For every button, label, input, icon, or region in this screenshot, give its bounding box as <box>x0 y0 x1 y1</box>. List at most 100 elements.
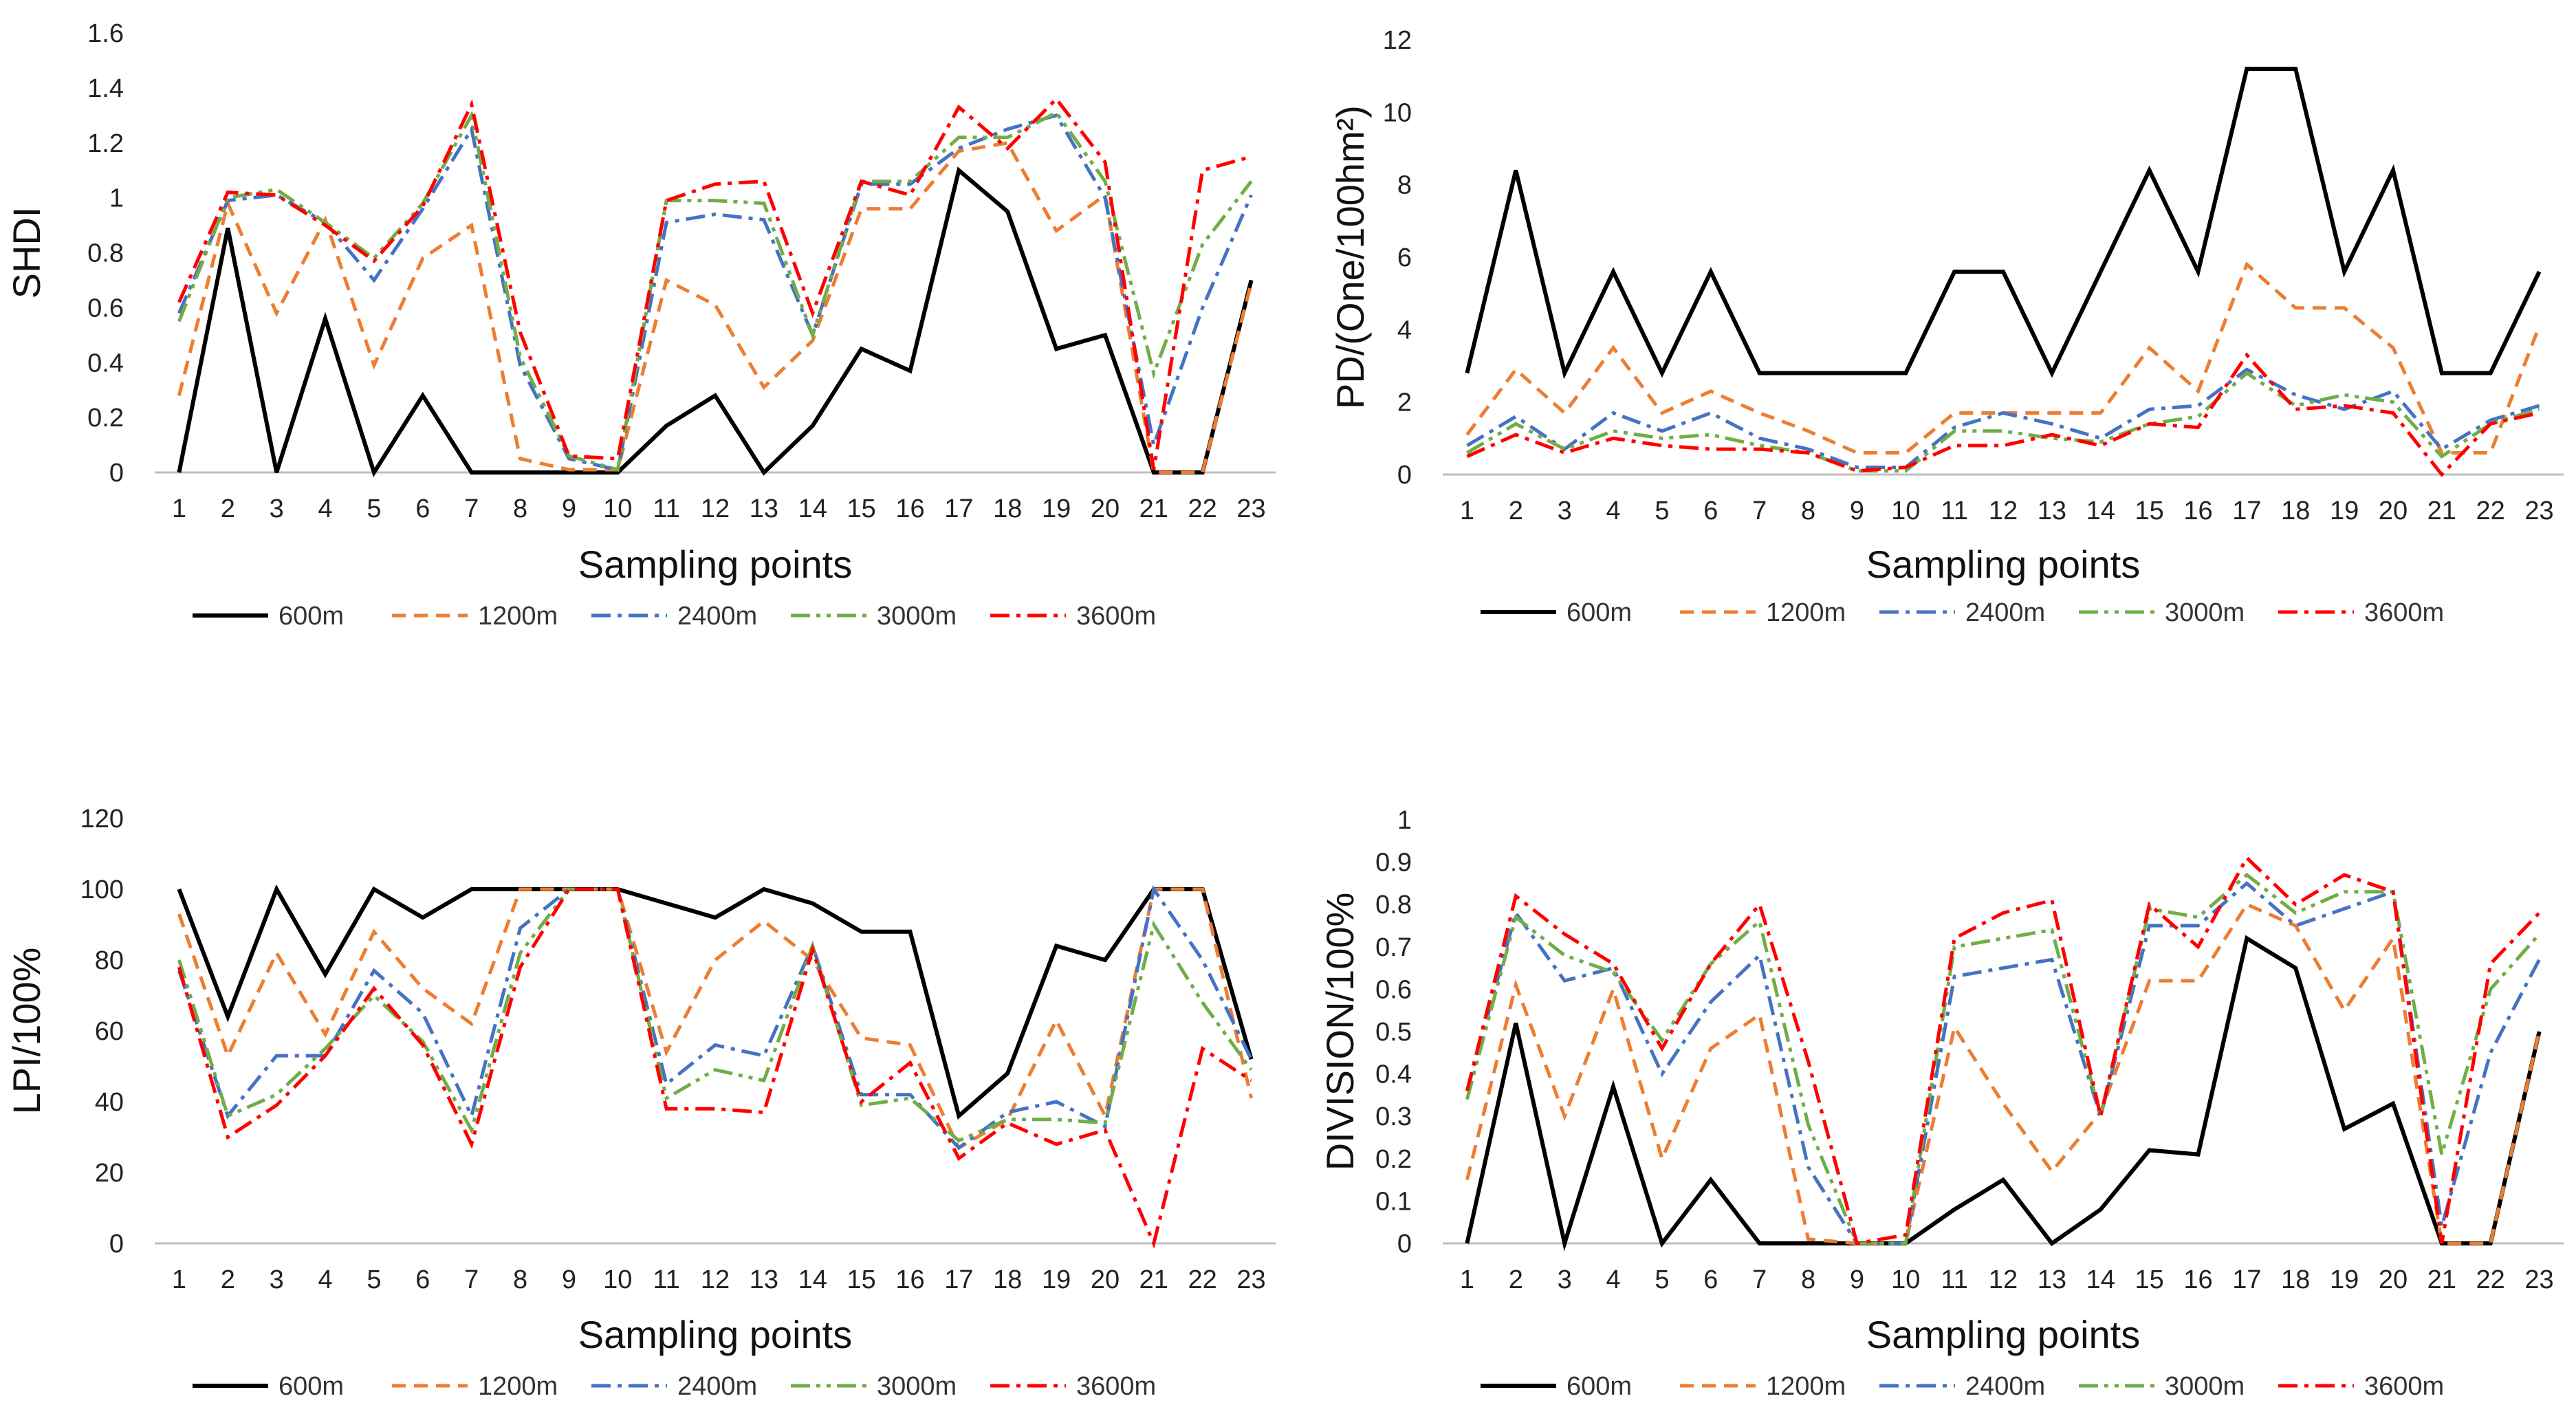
y-axis-title: PD/(One/100hm²) <box>1329 105 1372 409</box>
y-tick-label: 0 <box>109 459 124 488</box>
x-tick-label: 4 <box>318 494 332 523</box>
y-axis-title: DIVISION/100% <box>1318 893 1362 1171</box>
x-tick-label: 1 <box>172 494 186 523</box>
y-tick-label: 0.5 <box>1375 1018 1412 1047</box>
legend-label: 3000m <box>877 602 957 631</box>
series-line-2400m <box>177 884 1253 1151</box>
x-tick-label: 10 <box>1891 497 1920 525</box>
x-tick-label: 20 <box>1091 494 1120 523</box>
x-tick-label: 17 <box>944 494 973 523</box>
x-tick-label: 10 <box>603 1265 632 1294</box>
x-tick-label: 12 <box>701 1265 730 1294</box>
x-tick-label: 12 <box>1989 1265 2018 1294</box>
legend-label: 1200m <box>478 1372 558 1401</box>
x-tick-label: 15 <box>2135 497 2163 525</box>
series-line-600m <box>177 166 1254 478</box>
x-tick-label: 15 <box>2135 1265 2163 1294</box>
x-tick-label: 23 <box>1236 494 1265 523</box>
legend-label: 600m <box>1567 1372 1632 1401</box>
x-tick-label: 3 <box>270 1265 284 1294</box>
y-tick-label: 120 <box>80 805 124 834</box>
y-tick-label: 40 <box>95 1088 124 1117</box>
x-tick-label: 16 <box>895 494 924 523</box>
legend-label: 1200m <box>1766 1372 1846 1401</box>
x-tick-label: 8 <box>513 1265 527 1294</box>
x-tick-label: 10 <box>1891 1265 1920 1294</box>
x-tick-label: 14 <box>798 494 827 523</box>
series-line-3000m <box>1466 371 2540 473</box>
x-tick-label: 18 <box>2281 497 2310 525</box>
y-tick-label: 1.2 <box>87 129 124 158</box>
legend-label: 3000m <box>877 1372 957 1401</box>
y-tick-label: 0.4 <box>87 349 124 378</box>
x-tick-label: 1 <box>1460 1265 1474 1294</box>
y-tick-label: 0.8 <box>87 239 124 268</box>
y-tick-label: 1 <box>109 184 124 213</box>
legend-label: 600m <box>279 1372 344 1401</box>
x-tick-label: 2 <box>1509 1265 1523 1294</box>
x-tick-label: 5 <box>1655 497 1669 525</box>
legend-label: 3600m <box>1076 602 1156 631</box>
x-tick-label: 1 <box>172 1265 186 1294</box>
x-tick-label: 15 <box>847 1265 875 1294</box>
x-tick-label: 8 <box>513 494 527 523</box>
x-tick-label: 4 <box>318 1265 332 1294</box>
x-tick-label: 3 <box>1558 1265 1572 1294</box>
x-tick-label: 5 <box>1655 1265 1669 1294</box>
y-tick-label: 6 <box>1397 243 1412 272</box>
x-tick-label: 23 <box>2524 1265 2553 1294</box>
x-tick-label: 3 <box>270 494 284 523</box>
x-tick-label: 6 <box>415 494 430 523</box>
y-tick-label: 0.3 <box>1375 1102 1412 1131</box>
x-tick-label: 11 <box>653 1265 679 1294</box>
x-axis-title: Sampling points <box>578 543 852 586</box>
x-tick-label: 16 <box>2183 1265 2212 1294</box>
x-tick-label: 7 <box>1752 1265 1767 1294</box>
y-tick-label: 60 <box>95 1017 124 1046</box>
x-tick-label: 2 <box>1509 497 1523 525</box>
y-tick-label: 0.7 <box>1375 933 1412 962</box>
series-line-3600m <box>1465 855 2541 1245</box>
x-tick-label: 6 <box>1703 497 1718 525</box>
legend-label: 2400m <box>677 1372 757 1401</box>
y-tick-label: 0.1 <box>1375 1187 1412 1216</box>
x-tick-label: 10 <box>603 494 632 523</box>
x-tick-label: 4 <box>1606 1265 1620 1294</box>
x-tick-label: 13 <box>2038 1265 2066 1294</box>
x-tick-label: 11 <box>1941 497 1967 525</box>
x-tick-label: 21 <box>2427 497 2456 525</box>
legend-label: 1200m <box>1766 598 1846 627</box>
legend-label: 600m <box>279 602 344 631</box>
chart-division: 00.10.20.30.40.50.60.70.80.911 2 3 4 5 6 7 8 9 10… <box>1318 806 2564 1401</box>
series-line-1200m <box>177 141 1254 475</box>
y-axis-title: LPI/100% <box>5 948 48 1115</box>
x-tick-label: 16 <box>895 1265 924 1294</box>
legend-label: 3600m <box>1076 1372 1156 1401</box>
x-axis-title: Sampling points <box>1866 543 2140 586</box>
x-tick-label: 5 <box>367 1265 381 1294</box>
y-tick-label: 100 <box>80 875 124 904</box>
series-line-3600m <box>1466 352 2540 477</box>
x-tick-label: 2 <box>221 1265 235 1294</box>
series-line-1200m <box>1465 902 2542 1245</box>
x-tick-label: 20 <box>1091 1265 1120 1294</box>
x-tick-label: 18 <box>993 494 1022 523</box>
y-tick-label: 0.6 <box>87 294 124 323</box>
x-tick-label: 23 <box>1236 1265 1265 1294</box>
y-tick-label: 0 <box>1397 1230 1412 1259</box>
series-line-600m <box>1465 935 2542 1252</box>
legend-label: 3000m <box>2165 598 2245 627</box>
x-tick-label: 13 <box>750 1265 778 1294</box>
series-line-3600m <box>177 887 1252 1249</box>
y-axis-title: SHDI <box>5 207 48 299</box>
x-tick-label: 19 <box>2330 497 2359 525</box>
y-tick-label: 1.4 <box>87 74 124 103</box>
series-line-2400m <box>1466 367 2540 469</box>
x-tick-label: 6 <box>1703 1265 1718 1294</box>
x-tick-label: 15 <box>847 494 875 523</box>
series-line-600m <box>1465 67 2542 380</box>
y-tick-label: 10 <box>1383 98 1412 127</box>
